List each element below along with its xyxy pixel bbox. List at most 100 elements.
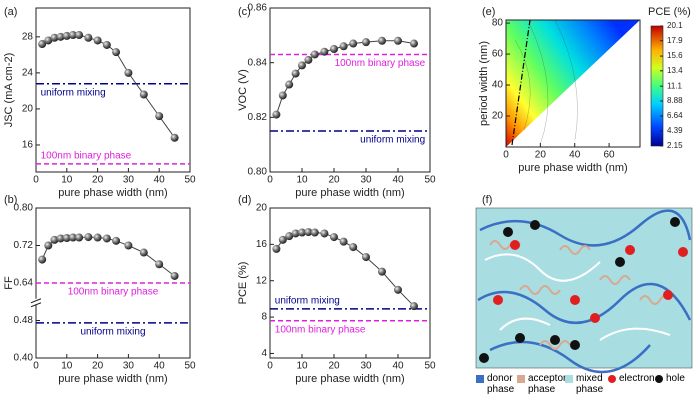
x-tick-label: 40 [154, 361, 166, 372]
axis-break-gap [32, 298, 40, 305]
data-point [93, 233, 102, 242]
contour-lines [514, 19, 578, 146]
legend-swatch [655, 375, 663, 383]
data-point [310, 50, 319, 59]
data-point [75, 31, 84, 40]
legend-swatch [517, 375, 525, 383]
data-point [278, 235, 287, 244]
y-tick-label: 0.86 [248, 3, 268, 14]
data-point [298, 61, 306, 70]
y-tick-label: 20 [22, 104, 34, 115]
data-point [410, 39, 418, 48]
data-point [410, 302, 418, 311]
x-tick-label: 40 [569, 150, 581, 161]
y-tick-label: 28 [22, 31, 34, 42]
x-tick-label: 40 [392, 175, 404, 186]
y-tick-label: 40 [492, 80, 504, 91]
data-point [285, 80, 294, 89]
data-point [62, 234, 71, 242]
colorbar-tick-label: 20.1 [667, 21, 683, 30]
legend-item: mixed phase [565, 373, 608, 395]
x-tick-label: 50 [184, 361, 196, 372]
data-point [304, 55, 313, 64]
data-point [112, 236, 121, 245]
data-point [362, 38, 370, 47]
data-point [310, 228, 319, 237]
x-tick-label: 10 [296, 175, 308, 186]
data-point [84, 33, 93, 42]
morphology-diagram [475, 207, 693, 374]
x-tick-label: 10 [296, 361, 308, 372]
legend-swatch [608, 375, 616, 383]
data-point [50, 235, 59, 244]
colorbar-title: PCE (%) [648, 6, 691, 18]
x-tick-label: 30 [360, 175, 372, 186]
reference-label: uniform mixing [360, 135, 425, 146]
data-point [320, 47, 329, 56]
plot-frame [35, 7, 191, 173]
y-tick-label: 0.80 [248, 167, 268, 178]
legend-item: electron [608, 373, 659, 384]
legend-item: donor phase [476, 373, 519, 395]
panel-label: (f) [482, 194, 492, 206]
data-point [339, 237, 348, 246]
x-tick-label: 20 [535, 150, 547, 161]
x-tick-label: 0 [33, 361, 39, 372]
y-tick-label: 20 [492, 111, 504, 122]
y-axis-label: PCE (%) [237, 262, 249, 305]
y-tick-label: 80 [492, 18, 504, 29]
data-point [285, 232, 294, 241]
panel-label: (d) [238, 194, 251, 206]
data-point [68, 31, 77, 40]
data-point [56, 32, 65, 41]
y-tick-label: 0.84 [248, 57, 268, 68]
x-axis-label: pure phase width (nm) [295, 373, 404, 385]
y-tick-label: 60 [492, 49, 504, 60]
x-axis-label: pure phase width (nm) [295, 187, 404, 199]
legend-label: electron [619, 373, 655, 384]
y-tick-label: 16 [256, 239, 268, 250]
data-point [330, 233, 338, 242]
legend-swatch [476, 375, 484, 383]
x-tick-label: 10 [61, 175, 73, 186]
y-tick-label: 0.64 [14, 278, 34, 289]
y-tick-label: 8 [261, 312, 267, 323]
contour-field [506, 20, 640, 147]
reference-label: 100nm binary phase [41, 151, 132, 162]
colorbar-tick-label: 8.88 [667, 96, 683, 105]
x-tick-label: 30 [123, 361, 135, 372]
data-point [124, 68, 133, 77]
data-point [139, 248, 148, 257]
reference-label: uniform mixing [275, 296, 340, 307]
x-tick-label: 0 [33, 175, 39, 186]
x-tick-label: 40 [392, 361, 404, 372]
data-point [102, 234, 111, 243]
legend-item: hole [655, 373, 700, 384]
x-tick-label: 40 [154, 175, 166, 186]
y-tick-label: 24 [22, 68, 34, 79]
x-tick-label: 10 [61, 361, 73, 372]
y-tick-label: 0.40 [14, 353, 34, 364]
y-axis-label: VOC (V) [237, 69, 249, 111]
y-axis-label: period width (nm) [478, 41, 490, 126]
data-point [155, 112, 164, 121]
y-tick-label: 0.82 [248, 112, 268, 123]
reference-label: uniform mixing [41, 87, 106, 98]
data-point [349, 243, 358, 252]
y-tick-label: 0.72 [14, 240, 34, 251]
reference-label: uniform mixing [80, 326, 145, 337]
x-tick-label: 30 [360, 361, 372, 372]
data-point [378, 267, 386, 276]
colorbar-tick-label: 15.6 [667, 51, 683, 60]
data-point [155, 260, 164, 269]
reference-label: 100nm binary phase [275, 324, 366, 335]
x-tick-label: 20 [92, 175, 104, 186]
colorbar-tick-label: 13.4 [667, 66, 683, 75]
x-axis-label: pure phase width (nm) [58, 187, 167, 199]
data-point [56, 234, 65, 243]
data-point [394, 36, 402, 45]
optimum-line [511, 19, 531, 146]
data-point [170, 133, 179, 142]
panel-label: (e) [482, 6, 495, 18]
x-tick-label: 50 [424, 175, 436, 186]
